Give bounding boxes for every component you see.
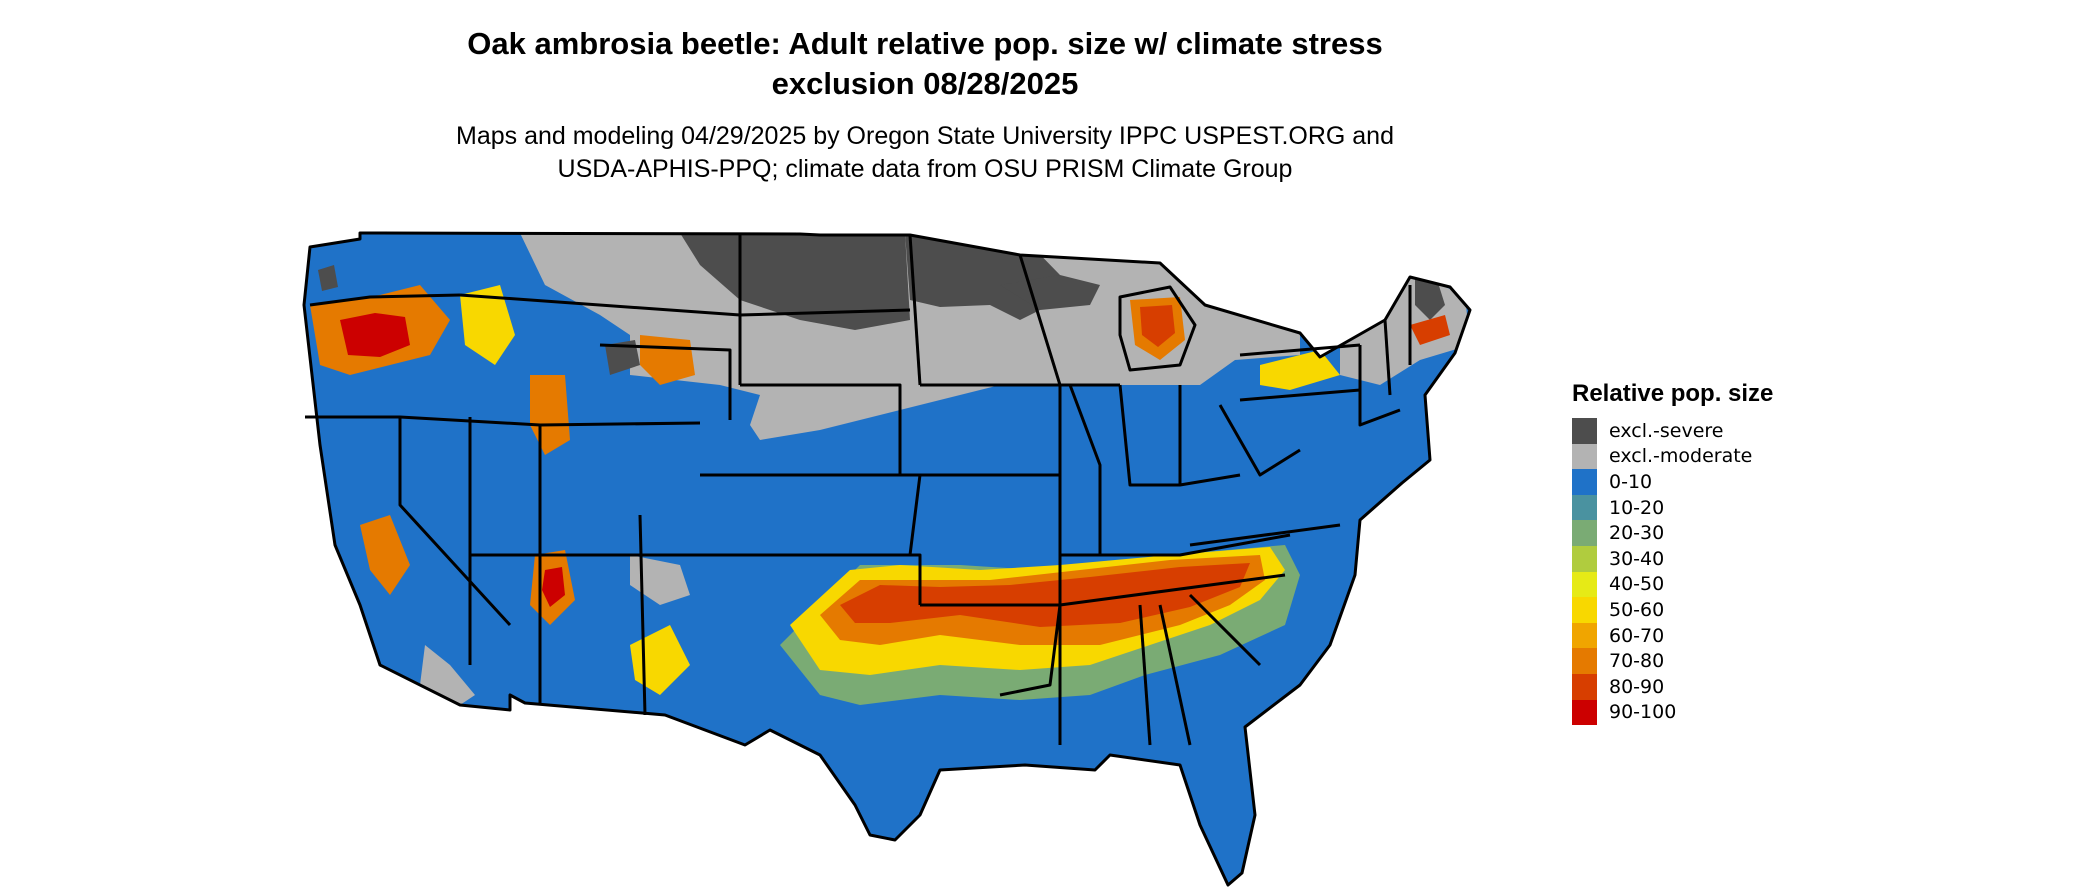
border-new-england	[1358, 345, 1401, 427]
border-ca-nv	[398, 417, 512, 627]
title-block: Oak ambrosia beetle: Adult relative pop.…	[0, 24, 1850, 186]
legend-label: 50-60	[1609, 598, 1665, 621]
state-borders	[302, 231, 1472, 887]
hotspot-lower-michigan-core	[1140, 305, 1175, 347]
border-lower-michigan	[1118, 285, 1197, 372]
legend-swatch	[1572, 699, 1597, 726]
legend-label: 20-30	[1609, 522, 1665, 545]
legend-item: excl.-severe	[1572, 418, 1773, 444]
hotspot-new-england-coast	[1410, 315, 1450, 345]
border-vt-nh	[1383, 319, 1392, 396]
legend-label: 90-100	[1609, 701, 1677, 724]
legend-swatch	[1572, 648, 1597, 674]
border-ms-al	[1138, 604, 1152, 746]
legend-label: 10-20	[1609, 496, 1665, 519]
map-title: Oak ambrosia beetle: Adult relative pop.…	[0, 24, 1850, 104]
border-ar-la	[920, 603, 1062, 697]
legend-swatch	[1572, 494, 1597, 521]
border-indiana	[1118, 384, 1180, 487]
legend-items: excl.-severe excl.-moderate 0-10 10-20 20-30…	[1572, 418, 1773, 726]
us-outline	[302, 231, 1472, 887]
legend-title: Relative pop. size	[1572, 380, 1774, 407]
legend-label: 0-10	[1609, 470, 1653, 493]
border-wa-or	[309, 293, 461, 307]
hotspot-central-california	[360, 515, 410, 595]
border-tennessee	[1058, 555, 1286, 607]
legend-item: 30-40	[1572, 545, 1773, 572]
legend-swatch	[1572, 597, 1597, 623]
legend-label: excl.-severe	[1609, 419, 1724, 442]
border-pa-ny	[1239, 343, 1361, 357]
legend-label: 40-50	[1609, 573, 1665, 596]
legend-label: 80-90	[1609, 675, 1665, 698]
legend-swatch	[1572, 520, 1597, 546]
legend-swatch	[1572, 418, 1597, 444]
legend-item: 10-20	[1572, 494, 1773, 521]
legend-label: 70-80	[1609, 650, 1665, 673]
border-wv	[1218, 404, 1301, 477]
legend-item: 40-50	[1572, 571, 1773, 598]
legend-swatch	[1572, 469, 1597, 495]
hotspot-great-lakes-shore	[1260, 350, 1340, 390]
border-kentucky	[1060, 533, 1291, 557]
border-pa-south	[1239, 388, 1361, 402]
exclusion-severe-wyoming	[605, 340, 640, 375]
legend-item: 50-60	[1572, 597, 1773, 623]
exclusion-severe-upper-michigan	[1000, 275, 1100, 310]
border-al-ga	[1158, 604, 1192, 746]
legend-swatch	[1572, 622, 1597, 649]
legend-item: 90-100	[1572, 699, 1773, 726]
border-illinois	[1068, 384, 1102, 555]
exclusion-moderate-north	[520, 233, 1300, 440]
map-title-line-1: Oak ambrosia beetle: Adult relative pop.…	[467, 26, 1383, 61]
exclusion-severe-dakotas	[680, 233, 910, 330]
legend-item: 60-70	[1572, 622, 1773, 649]
legend-label: 60-70	[1609, 624, 1665, 647]
legend-swatch	[1572, 443, 1597, 470]
legend-item: 70-80	[1572, 648, 1773, 674]
map-title-line-2: exclusion 08/28/2025	[771, 66, 1079, 101]
legend-item: 0-10	[1572, 469, 1773, 495]
border-nm-tx	[638, 514, 647, 716]
hotspot-idaho	[460, 285, 515, 365]
border-mt-wy	[459, 293, 741, 317]
exclusion-moderate-southwest	[420, 645, 475, 705]
hotspot-arizona-core	[542, 567, 565, 607]
border-wy-co	[599, 343, 732, 420]
border-ohio	[1178, 385, 1241, 487]
hotspot-northwest-core	[340, 313, 410, 357]
exclusion-moderate-texas-plateau	[630, 555, 690, 605]
border-oklahoma	[770, 553, 922, 605]
exclusion-severe-washington-spot	[318, 265, 338, 291]
legend-swatch	[1572, 673, 1597, 700]
map-subtitle-line-1: Maps and modeling 04/29/2025 by Oregon S…	[456, 122, 1394, 150]
legend: Relative pop. size excl.-severe excl.-mod…	[1572, 380, 1774, 726]
border-nd-sd	[739, 308, 911, 317]
legend-item: 20-30	[1572, 520, 1773, 546]
legend-label: 30-40	[1609, 547, 1665, 570]
legend-item: excl.-moderate	[1572, 443, 1773, 470]
map-subtitle: Maps and modeling 04/29/2025 by Oregon S…	[0, 120, 1850, 186]
border-ne-ks	[740, 383, 902, 475]
legend-label: excl.-moderate	[1609, 445, 1753, 468]
border-mn	[908, 234, 922, 386]
southern-band-red	[840, 563, 1250, 627]
legend-swatch	[1572, 545, 1597, 572]
map-subtitle-line-2: USDA-APHIS-PPQ; climate data from OSU PR…	[557, 155, 1293, 183]
us-map	[302, 231, 1472, 887]
legend-swatch	[1572, 571, 1597, 598]
border-va-nc	[1189, 523, 1341, 547]
border-ga-sc	[1188, 593, 1262, 667]
legend-item: 80-90	[1572, 673, 1773, 700]
border-wi-il	[1018, 254, 1120, 387]
